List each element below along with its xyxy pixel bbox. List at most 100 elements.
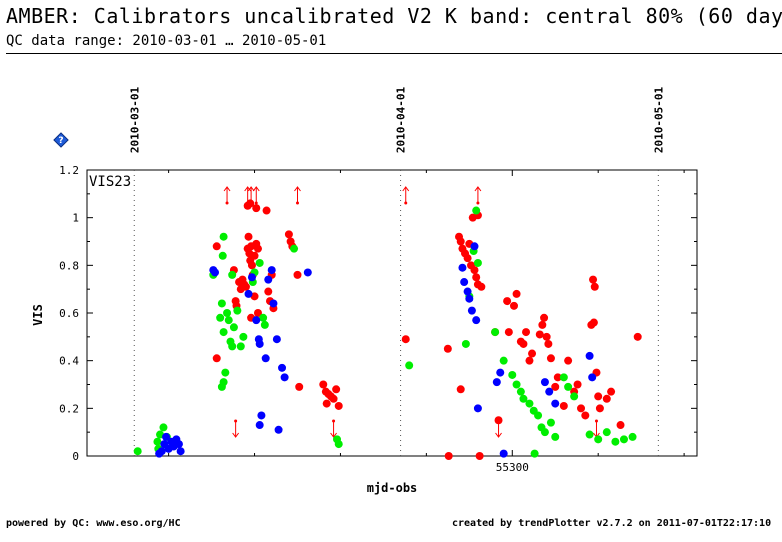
data-point-green: [219, 232, 228, 241]
y-tick-label: 0.8: [59, 259, 79, 272]
data-point-red: [581, 411, 590, 420]
data-point-blue: [492, 378, 501, 387]
data-point-green: [218, 251, 227, 260]
data-point-green: [156, 430, 165, 439]
up-arrow-dot: [254, 201, 258, 205]
data-point-green: [559, 373, 568, 382]
y-tick-label: 1: [72, 212, 79, 225]
data-point-green: [290, 244, 299, 253]
help-diamond-icon[interactable]: ?: [53, 132, 69, 148]
data-point-red: [284, 230, 293, 239]
data-point-green: [499, 356, 508, 365]
data-point-green: [334, 440, 343, 449]
data-point-red: [456, 237, 465, 246]
down-arrow-dot: [332, 419, 336, 423]
up-arrow-dot: [225, 201, 229, 205]
data-point-red: [577, 404, 586, 413]
data-point-blue: [252, 316, 261, 325]
data-point-green: [217, 299, 226, 308]
data-point-green: [229, 323, 238, 332]
data-point-blue: [274, 425, 283, 434]
data-point-green: [233, 306, 242, 315]
data-point-red: [472, 273, 481, 282]
data-point-blue: [460, 278, 469, 287]
data-point-red: [332, 385, 341, 394]
data-point-green: [551, 432, 560, 441]
data-point-blue: [458, 263, 467, 272]
data-point-red: [477, 282, 486, 291]
y-tick-label: 0.6: [59, 307, 79, 320]
data-point-blue: [467, 306, 476, 315]
data-point-blue: [472, 316, 481, 325]
data-point-blue: [473, 404, 482, 413]
data-point-red: [519, 339, 528, 348]
data-point-red: [607, 387, 616, 396]
data-point-red: [525, 356, 534, 365]
data-point-green: [508, 370, 517, 379]
data-point-red: [244, 232, 253, 241]
data-point-green: [516, 387, 525, 396]
data-point-green: [491, 328, 500, 337]
data-point-green: [133, 447, 142, 456]
data-point-blue: [211, 268, 220, 277]
data-point-green: [512, 380, 521, 389]
data-point-blue: [272, 335, 281, 344]
data-point-red: [494, 416, 503, 425]
data-point-red: [538, 320, 547, 329]
data-point-red: [602, 394, 611, 403]
data-point-red: [551, 382, 560, 391]
data-point-blue: [174, 440, 183, 449]
data-point-blue: [280, 373, 289, 382]
data-point-red: [564, 356, 573, 365]
vis-scatter-chart: ? 2010-03-01 2010-04-01 2010-05-01 0 0.2 0.4…: [31, 87, 698, 495]
up-arrow-dot: [476, 201, 480, 205]
data-point-green: [546, 418, 555, 427]
data-point-red: [590, 282, 599, 291]
up-arrow-head: [294, 186, 301, 192]
data-point-red: [589, 318, 598, 327]
data-point-blue: [588, 373, 597, 382]
x-axis-label: mjd-obs: [367, 481, 418, 495]
data-point-red: [322, 399, 331, 408]
data-point-red: [212, 354, 221, 363]
data-point-green: [221, 368, 230, 377]
page-subtitle: QC data range: 2010-03-01 … 2010-05-01: [6, 33, 327, 49]
data-point-red: [401, 335, 410, 344]
data-point-green: [534, 411, 543, 420]
data-point-blue: [247, 273, 256, 282]
y-tick-label: 0: [72, 450, 79, 463]
data-point-red: [540, 313, 549, 322]
data-point-green: [159, 423, 168, 432]
data-point-green: [628, 432, 637, 441]
data-point-blue: [255, 421, 264, 430]
data-point-red: [633, 332, 642, 341]
data-point-red: [247, 261, 256, 270]
data-point-blue: [499, 449, 508, 458]
page-title: AMBER: Calibrators uncalibrated V2 K ban…: [6, 4, 782, 28]
data-point-blue: [278, 363, 287, 372]
y-tick-label: 0.4: [59, 355, 79, 368]
data-point-red: [475, 452, 484, 460]
data-point-red: [334, 401, 343, 410]
data-point-green: [153, 437, 162, 446]
data-point-red: [456, 385, 465, 394]
data-point-green: [472, 206, 481, 215]
data-point-blue: [162, 432, 171, 441]
data-point-green: [585, 430, 594, 439]
up-arrow-dot: [295, 201, 299, 205]
data-point-green: [216, 313, 225, 322]
data-point-blue: [496, 368, 505, 377]
data-point-green: [540, 428, 549, 437]
data-point-red: [504, 328, 513, 337]
data-point-green: [519, 394, 528, 403]
data-point-green: [259, 313, 268, 322]
data-point-red: [262, 206, 271, 215]
data-point-green: [217, 382, 226, 391]
data-point-green: [224, 316, 233, 325]
data-point-blue: [465, 294, 474, 303]
data-point-red: [573, 380, 582, 389]
data-point-red: [253, 309, 262, 317]
data-point-green: [255, 258, 264, 267]
plot-frame: [86, 169, 698, 457]
data-point-green: [473, 258, 482, 267]
